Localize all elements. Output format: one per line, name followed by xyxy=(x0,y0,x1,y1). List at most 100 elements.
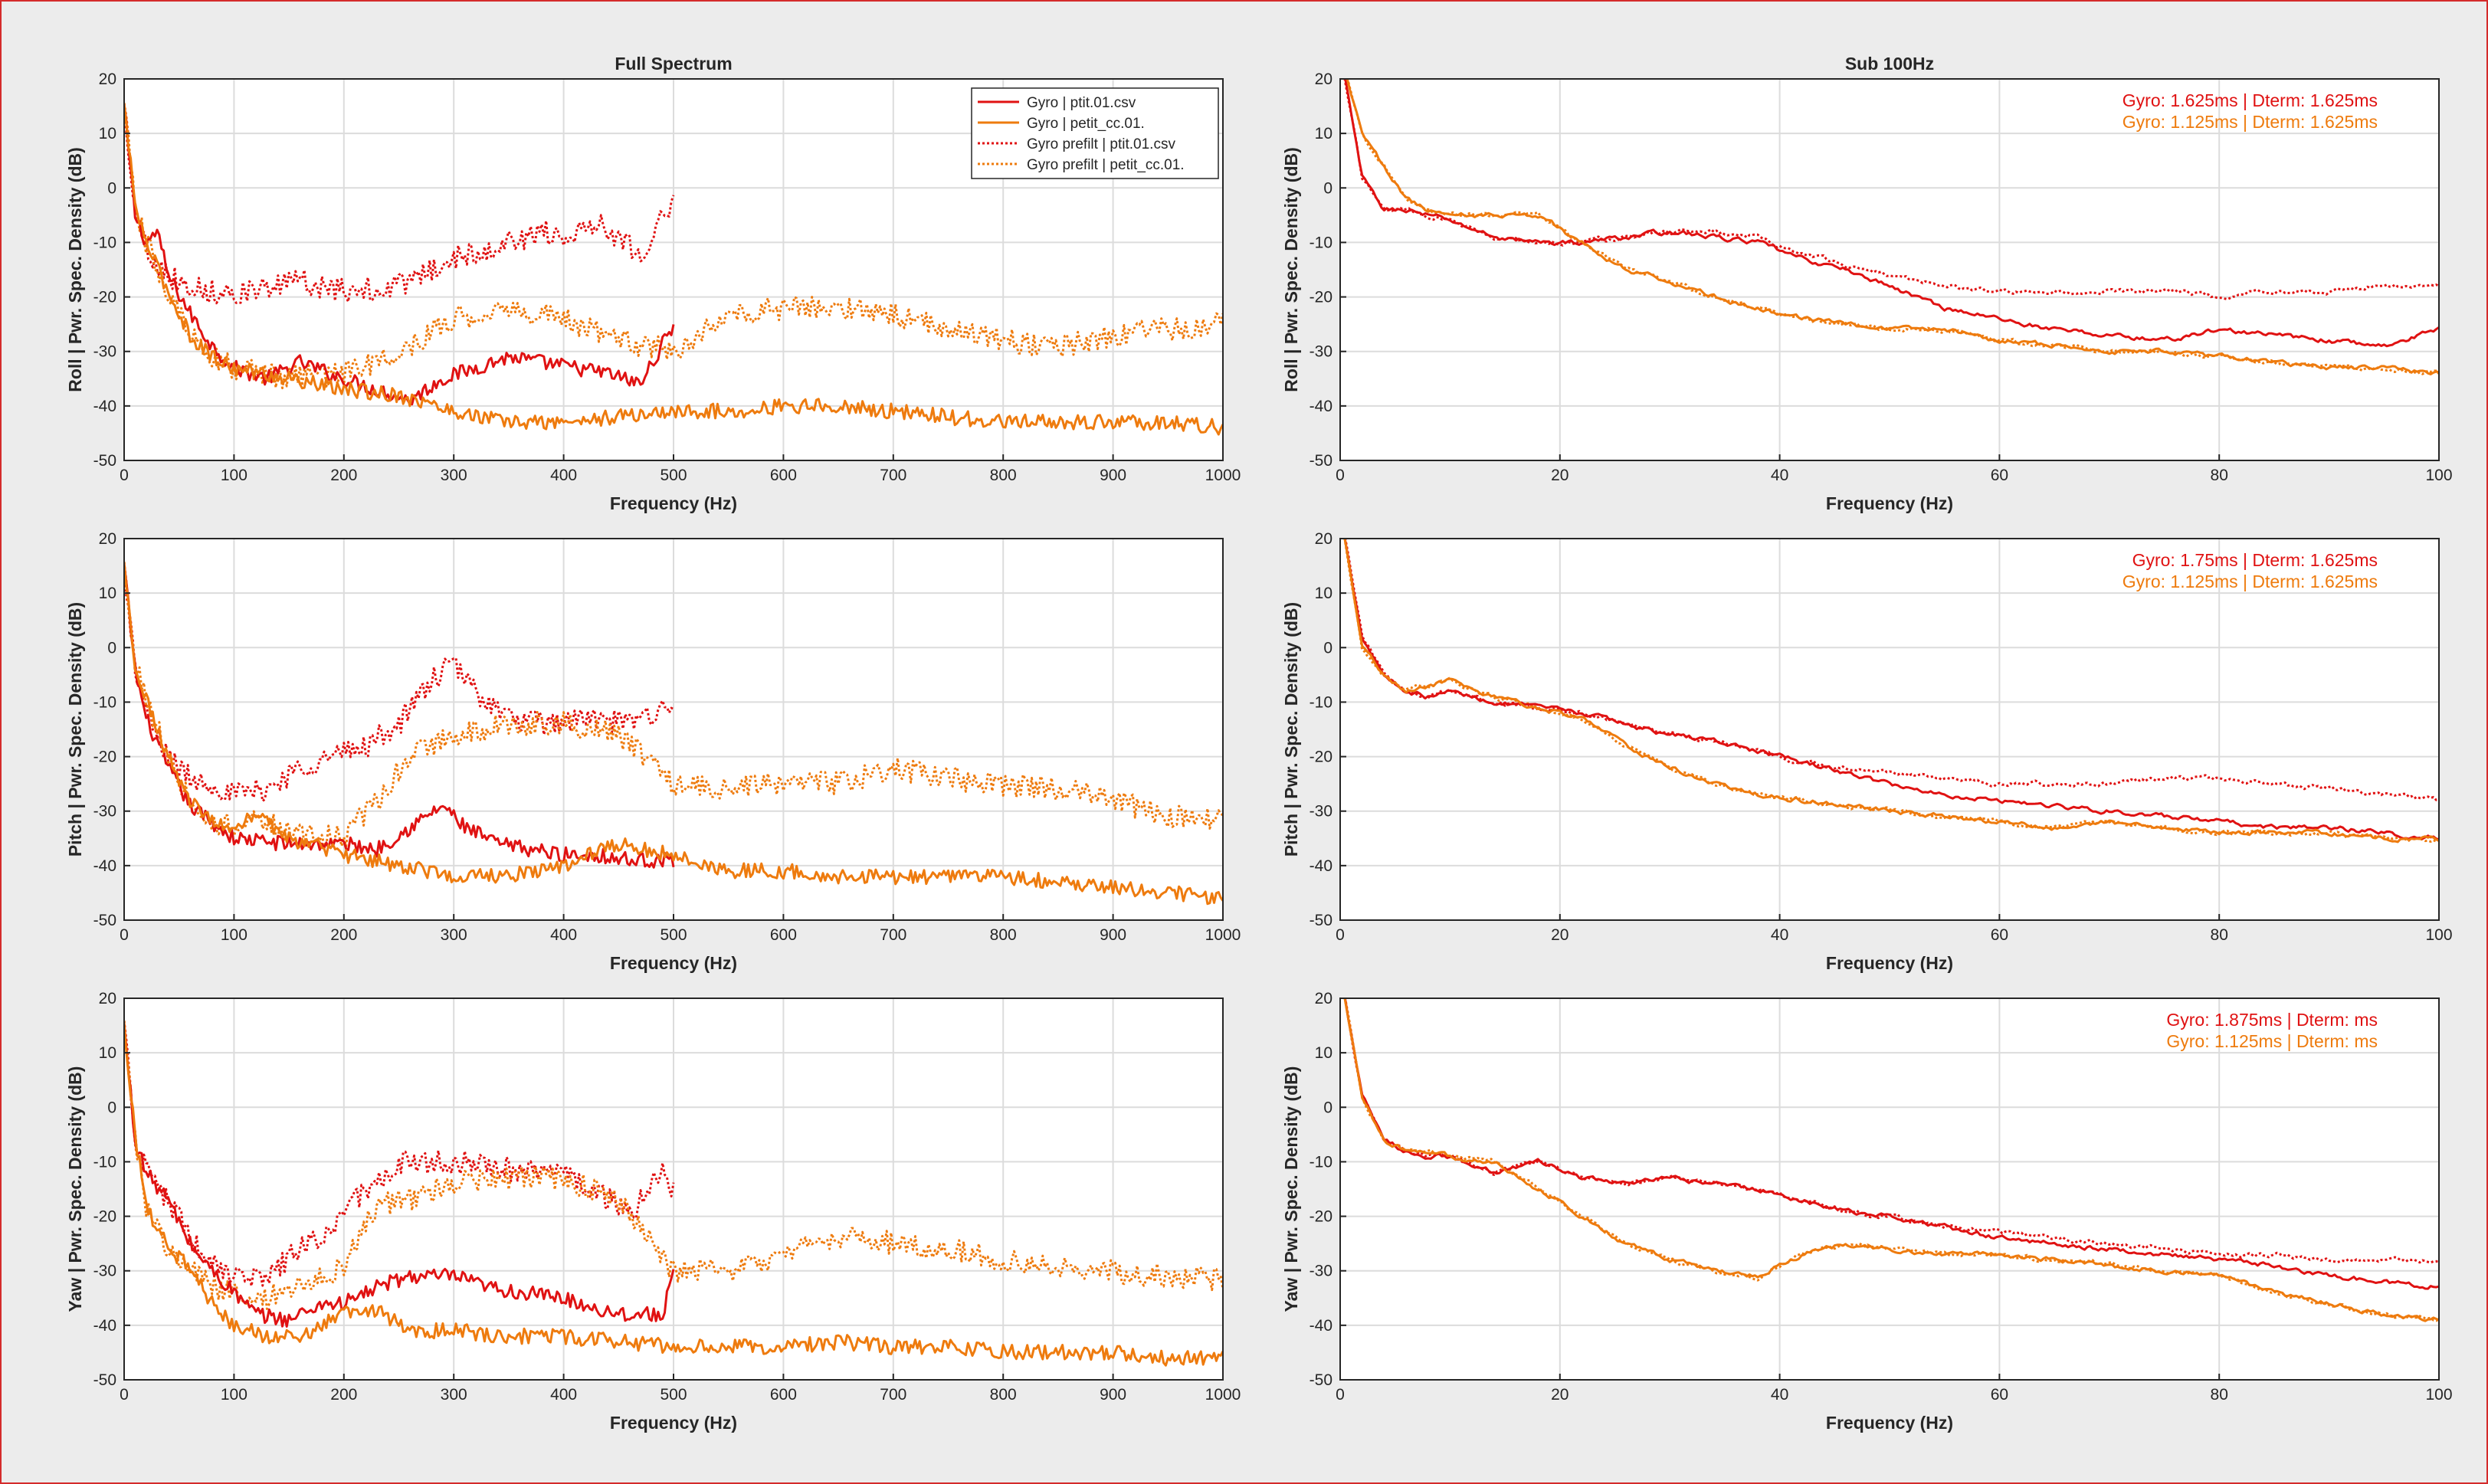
x-tick-label: 800 xyxy=(990,926,1017,944)
legend-box xyxy=(971,87,1219,179)
x-tick-label: 0 xyxy=(120,926,129,944)
y-tick-label: -20 xyxy=(93,1208,116,1226)
plot-area xyxy=(1343,79,2439,375)
y-tick-label: 0 xyxy=(1323,179,1333,197)
series-line-2 xyxy=(124,103,1223,436)
axes-yaw-sub: 0 20 40 60 80 100 -50 -40 -30 -20 -10 0 10 20 Frequenc… xyxy=(1281,990,2453,1433)
x-tick-label: 300 xyxy=(441,926,467,944)
x-tick-label: 400 xyxy=(550,467,577,484)
y-tick-label: -40 xyxy=(93,857,116,875)
x-tick-label: 600 xyxy=(770,926,797,944)
y-tick-label: 20 xyxy=(99,530,116,548)
y-tick-label: 10 xyxy=(1315,125,1333,143)
legend: Gyro | ptit.01.csv Gyro | petit_cc.01. Gyr… xyxy=(971,87,1219,179)
x-tick-label: 80 xyxy=(2211,467,2228,484)
x-tick-label: 700 xyxy=(880,926,906,944)
y-tick-label: -20 xyxy=(1310,1208,1333,1226)
x-axis-label: Frequency (Hz) xyxy=(1826,493,1953,513)
delay-note: Gyro: 1.125ms | Dterm: 1.625ms xyxy=(2123,112,2378,132)
y-axis-label: Yaw | Pwr. Spec. Density (dB) xyxy=(65,1066,85,1312)
y-axis-label: Roll | Pwr. Spec. Density (dB) xyxy=(1281,147,1301,392)
y-tick-label: -30 xyxy=(93,1263,116,1280)
y-tick-label: -30 xyxy=(1310,343,1333,361)
x-tick-label: 1000 xyxy=(1205,1386,1241,1404)
legend-label: Gyro | ptit.01.csv xyxy=(1027,95,1136,111)
x-tick-label: 0 xyxy=(120,467,129,484)
series-line-1 xyxy=(124,1022,675,1328)
x-tick-label: 400 xyxy=(550,1386,577,1404)
x-tick-label: 200 xyxy=(330,1386,357,1404)
y-tick-label: -20 xyxy=(1310,749,1333,766)
series-line-1 xyxy=(124,103,675,406)
plot-area xyxy=(124,103,1223,436)
x-tick-label: 800 xyxy=(990,467,1017,484)
y-tick-label: -30 xyxy=(93,343,116,361)
y-tick-label: 20 xyxy=(1315,530,1333,548)
y-tick-label: -50 xyxy=(1310,1371,1333,1389)
series-line-2 xyxy=(1343,539,2439,844)
x-tick-label: 100 xyxy=(221,467,247,484)
y-tick-label: 10 xyxy=(99,1044,116,1062)
axes-box xyxy=(1339,538,2440,921)
y-axis-label: Roll | Pwr. Spec. Density (dB) xyxy=(65,147,85,392)
x-tick-label: 900 xyxy=(1100,1386,1126,1404)
x-tick-label: 60 xyxy=(1991,1386,2008,1404)
y-tick-label: -40 xyxy=(1310,1317,1333,1335)
x-tick-label: 20 xyxy=(1551,926,1569,944)
series-line-2 xyxy=(1343,998,2439,1322)
y-tick-label: -50 xyxy=(93,912,116,929)
x-tick-label: 60 xyxy=(1991,926,2008,944)
y-tick-label: -10 xyxy=(1310,234,1333,251)
plot-area xyxy=(124,1020,1223,1367)
series-line-2 xyxy=(124,563,1223,906)
y-tick-label: -10 xyxy=(93,693,116,711)
axes-title: Full Spectrum xyxy=(615,54,732,74)
y-tick-label: -50 xyxy=(1310,452,1333,470)
delay-note: Gyro: 1.75ms | Dterm: 1.625ms xyxy=(2132,550,2378,570)
y-tick-label: -30 xyxy=(93,803,116,821)
delay-note: Gyro: 1.125ms | Dterm: 1.625ms xyxy=(2123,572,2378,591)
x-tick-label: 500 xyxy=(660,1386,687,1404)
y-tick-label: 0 xyxy=(1323,1099,1333,1116)
x-tick-label: 80 xyxy=(2211,926,2228,944)
plot-area xyxy=(124,562,1223,906)
x-axis-label: Frequency (Hz) xyxy=(1826,1413,1953,1433)
x-axis-label: Frequency (Hz) xyxy=(1826,953,1953,973)
x-tick-label: 300 xyxy=(441,467,467,484)
y-tick-label: 0 xyxy=(107,639,116,657)
legend-label: Gyro prefilt | ptit.01.csv xyxy=(1027,136,1175,152)
y-tick-label: -40 xyxy=(1310,857,1333,875)
x-tick-label: 400 xyxy=(550,926,577,944)
y-axis-label: Yaw | Pwr. Spec. Density (dB) xyxy=(1281,1066,1301,1312)
x-tick-label: 200 xyxy=(330,467,357,484)
y-tick-label: 10 xyxy=(99,125,116,143)
y-tick-label: -10 xyxy=(1310,1153,1333,1171)
y-tick-label: -20 xyxy=(93,289,116,306)
y-tick-label: -50 xyxy=(1310,912,1333,929)
y-tick-label: -50 xyxy=(93,452,116,470)
series-line-4 xyxy=(124,562,1223,848)
x-tick-label: 1000 xyxy=(1205,467,1241,484)
y-tick-label: -50 xyxy=(93,1371,116,1389)
x-tick-label: 0 xyxy=(1336,1386,1345,1404)
series-line-4 xyxy=(124,103,1223,390)
x-tick-label: 80 xyxy=(2211,1386,2228,1404)
axes-background xyxy=(1340,539,2439,920)
x-tick-label: 700 xyxy=(880,1386,906,1404)
axes-background xyxy=(1340,79,2439,460)
axes-roll-sub: 0 20 40 60 80 100 -50 -40 -30 -20 -10 0 10 20 Frequenc… xyxy=(1281,54,2453,513)
x-tick-label: 500 xyxy=(660,467,687,484)
y-tick-label: -20 xyxy=(1310,289,1333,306)
y-tick-label: 0 xyxy=(1323,639,1333,657)
legend-label: Gyro prefilt | petit_cc.01. xyxy=(1027,157,1185,173)
y-tick-label: -20 xyxy=(93,749,116,766)
y-tick-label: 20 xyxy=(99,70,116,88)
x-tick-label: 300 xyxy=(441,1386,467,1404)
y-tick-label: -40 xyxy=(93,1317,116,1335)
x-tick-label: 100 xyxy=(2425,1386,2452,1404)
series-line-2 xyxy=(1346,79,2439,375)
series-line-3 xyxy=(124,103,675,305)
y-tick-label: -30 xyxy=(1310,803,1333,821)
x-axis-label: Frequency (Hz) xyxy=(610,493,737,513)
